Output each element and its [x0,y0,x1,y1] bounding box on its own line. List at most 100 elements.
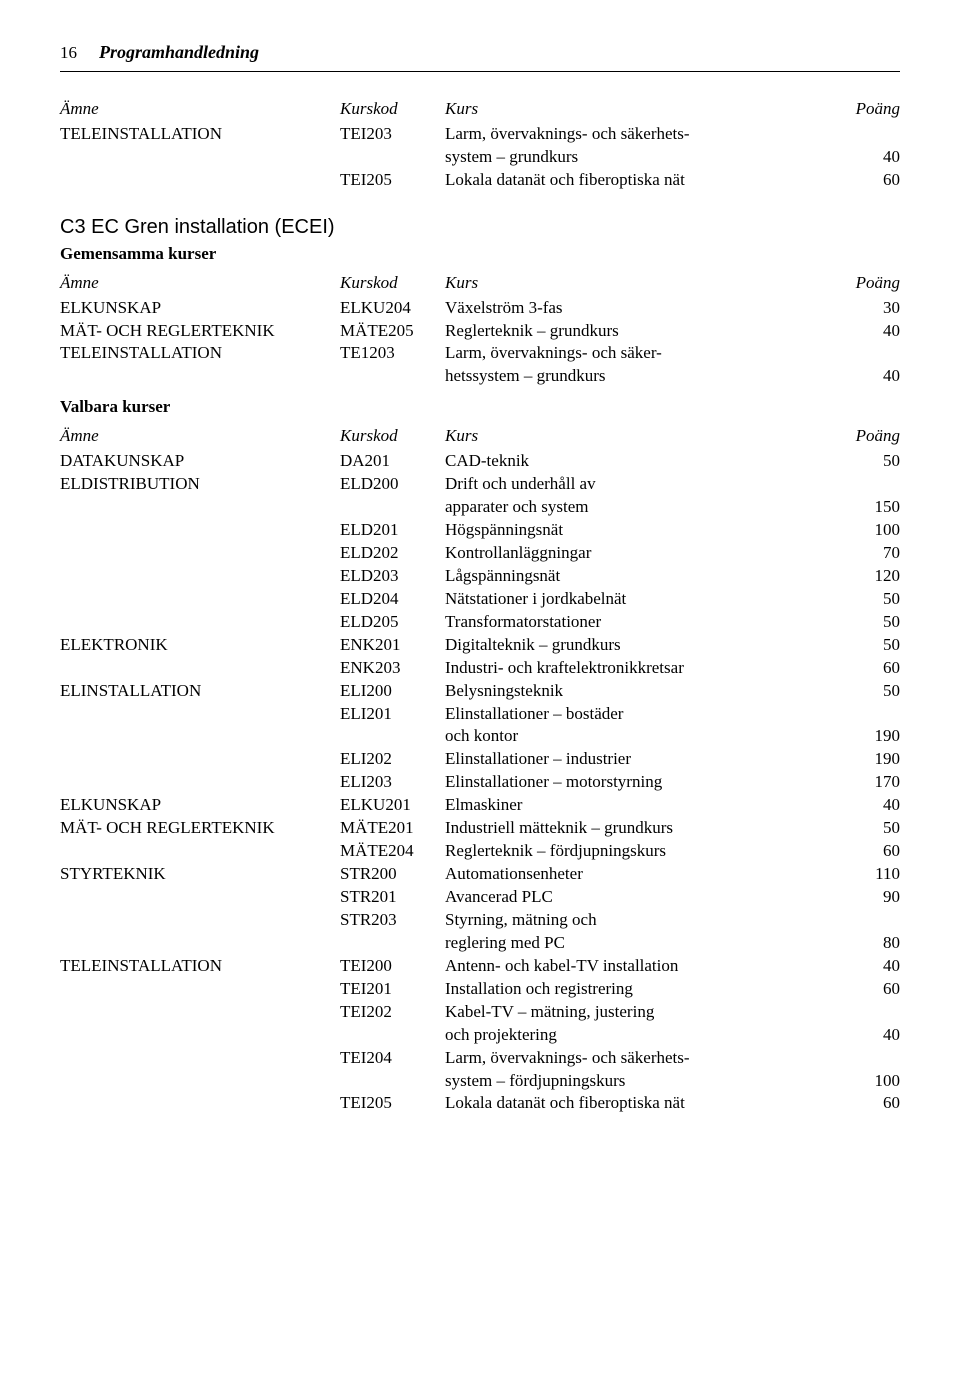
col-amne: Ämne [60,272,340,295]
cell-amne: ELINSTALLATION [60,680,340,703]
table-row: TEI205Lokala datanät och fiberoptiska nä… [60,169,900,192]
table-row: ELKUNSKAPELKU204Växelström 3-fas30 [60,297,900,320]
table-row: system – grundkurs40 [60,146,900,169]
cell-kurs: Nätstationer i jordkabelnät [445,588,840,611]
cell-kurs: Elinstallationer – industrier [445,748,840,771]
cell-poang: 100 [840,1070,900,1093]
cell-kurs: Reglerteknik – fördjupningskurs [445,840,840,863]
cell-kod: ELI200 [340,680,445,703]
cell-kurs: Elinstallationer – bostäder [445,703,840,726]
cell-amne: ELDISTRIBUTION [60,473,340,496]
table-header: Ämne Kurskod Kurs Poäng [60,98,900,121]
table-row: STYRTEKNIKSTR200Automationsenheter110 [60,863,900,886]
cell-poang: 60 [840,169,900,192]
col-kurs: Kurs [445,272,840,295]
cell-kurs: Avancerad PLC [445,886,840,909]
cell-kurs: Transformatorstationer [445,611,840,634]
section-subtitle-1: Gemensamma kurser [60,243,900,266]
cell-kurs: och projektering [445,1024,840,1047]
table-row: DATAKUNSKAPDA201CAD-teknik50 [60,450,900,473]
cell-amne: TELEINSTALLATION [60,342,340,365]
cell-kurs: Elinstallationer – motorstyrning [445,771,840,794]
table-row: ELD201Högspänningsnät100 [60,519,900,542]
cell-kod: ELKU201 [340,794,445,817]
table-row: hetssystem – grundkurs40 [60,365,900,388]
cell-poang: 120 [840,565,900,588]
col-poang: Poäng [840,425,900,448]
table-row: ELINSTALLATIONELI200Belysningsteknik50 [60,680,900,703]
cell-kod: TEI200 [340,955,445,978]
cell-amne: ELKUNSKAP [60,794,340,817]
cell-kurs: Drift och underhåll av [445,473,840,496]
cell-kod: TEI203 [340,123,445,146]
table2-rows: DATAKUNSKAPDA201CAD-teknik50ELDISTRIBUTI… [60,450,900,1115]
cell-poang: 110 [840,863,900,886]
table-row: TEI202Kabel-TV – mätning, justering [60,1001,900,1024]
table-row: ELI202Elinstallationer – industrier190 [60,748,900,771]
cell-kurs: Larm, övervaknings- och säkerhets- [445,1047,840,1070]
table-row: STR201Avancerad PLC90 [60,886,900,909]
table-row: och kontor190 [60,725,900,748]
cell-poang: 80 [840,932,900,955]
cell-kod: STR203 [340,909,445,932]
table-row: MÄTE204Reglerteknik – fördjupningskurs60 [60,840,900,863]
cell-poang: 190 [840,748,900,771]
cell-poang: 90 [840,886,900,909]
cell-amne: TELEINSTALLATION [60,955,340,978]
cell-kurs: Styrning, mätning och [445,909,840,932]
table-row: ELEKTRONIKENK201Digitalteknik – grundkur… [60,634,900,657]
table-row: MÄT- OCH REGLERTEKNIKMÄTE201Industriell … [60,817,900,840]
page-header: 16 Programhandledning [60,40,900,72]
cell-poang: 60 [840,1092,900,1115]
table-row: TEI204Larm, övervaknings- och säkerhets- [60,1047,900,1070]
cell-poang: 40 [840,794,900,817]
cell-kod: ELD200 [340,473,445,496]
cell-kurs: Kabel-TV – mätning, justering [445,1001,840,1024]
col-kod: Kurskod [340,272,445,295]
cell-kurs: CAD-teknik [445,450,840,473]
section-subtitle-2: Valbara kurser [60,396,900,419]
cell-kurs: Automationsenheter [445,863,840,886]
cell-kod: ELD203 [340,565,445,588]
table-row: ELI201Elinstallationer – bostäder [60,703,900,726]
col-kod: Kurskod [340,98,445,121]
table-row: TELEINSTALLATIONTEI203Larm, övervaknings… [60,123,900,146]
cell-kod: TEI201 [340,978,445,1001]
table-row: ELI203Elinstallationer – motorstyrning17… [60,771,900,794]
table-row: STR203Styrning, mätning och [60,909,900,932]
cell-kurs: och kontor [445,725,840,748]
cell-kurs: system – fördjupningskurs [445,1070,840,1093]
cell-kod: ELD205 [340,611,445,634]
cell-kurs: apparater och system [445,496,840,519]
table-row: ELDISTRIBUTIONELD200Drift och underhåll … [60,473,900,496]
cell-poang: 170 [840,771,900,794]
cell-poang: 30 [840,297,900,320]
cell-kurs: Högspänningsnät [445,519,840,542]
cell-poang: 40 [840,365,900,388]
table-header: Ämne Kurskod Kurs Poäng [60,425,900,448]
cell-poang: 100 [840,519,900,542]
cell-kurs: Larm, övervaknings- och säker- [445,342,840,365]
cell-poang: 40 [840,320,900,343]
table-row: ELD203Lågspänningsnät120 [60,565,900,588]
table-row: ENK203Industri- och kraftelektronikkrets… [60,657,900,680]
cell-kurs: Lokala datanät och fiberoptiska nät [445,1092,840,1115]
cell-kurs: Installation och registrering [445,978,840,1001]
cell-kurs: Lokala datanät och fiberoptiska nät [445,169,840,192]
cell-amne: STYRTEKNIK [60,863,340,886]
cell-kurs: hetssystem – grundkurs [445,365,840,388]
cell-kurs: Antenn- och kabel-TV installation [445,955,840,978]
cell-poang: 60 [840,840,900,863]
cell-kod: ELI201 [340,703,445,726]
cell-kod: MÄTE204 [340,840,445,863]
cell-kod: MÄTE201 [340,817,445,840]
cell-poang: 50 [840,611,900,634]
table-row: system – fördjupningskurs100 [60,1070,900,1093]
cell-poang: 150 [840,496,900,519]
cell-kod: TE1203 [340,342,445,365]
table-header: Ämne Kurskod Kurs Poäng [60,272,900,295]
page-number: 16 [60,42,77,65]
cell-kod: ELD201 [340,519,445,542]
cell-poang: 40 [840,955,900,978]
table-row: ELD204Nätstationer i jordkabelnät50 [60,588,900,611]
